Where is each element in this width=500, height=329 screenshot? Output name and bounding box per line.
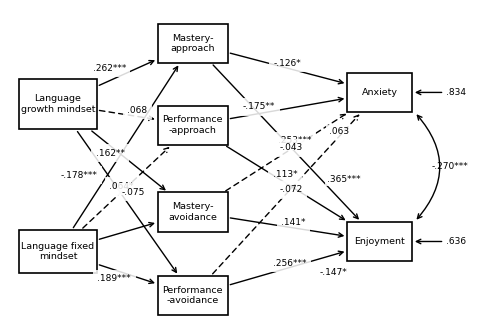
Text: Anxiety: Anxiety — [362, 88, 398, 97]
Text: -.147*: -.147* — [320, 268, 347, 277]
Text: .141*: .141* — [281, 218, 305, 227]
FancyBboxPatch shape — [158, 106, 228, 145]
Text: -.175**: -.175** — [243, 102, 276, 111]
Text: .162**: .162** — [96, 149, 124, 158]
FancyBboxPatch shape — [158, 192, 228, 232]
Text: Performance
-approach: Performance -approach — [162, 115, 223, 135]
Text: .068: .068 — [128, 106, 148, 115]
Text: .113*: .113* — [272, 170, 297, 179]
Text: .189***: .189*** — [98, 274, 131, 284]
Text: -.072: -.072 — [280, 185, 303, 194]
Text: .834: .834 — [446, 88, 466, 97]
Text: .262***: .262*** — [92, 64, 126, 73]
FancyBboxPatch shape — [158, 276, 228, 315]
FancyBboxPatch shape — [20, 79, 96, 129]
FancyBboxPatch shape — [347, 73, 412, 112]
Text: .365***: .365*** — [328, 175, 361, 184]
Text: Language
growth mindset: Language growth mindset — [21, 94, 96, 114]
Text: .256***: .256*** — [273, 259, 306, 268]
Text: -.178***: -.178*** — [61, 171, 98, 180]
FancyBboxPatch shape — [347, 222, 412, 261]
Text: Language fixed
mindset: Language fixed mindset — [22, 241, 95, 261]
Text: .253***: .253*** — [278, 136, 312, 145]
Text: Performance
-avoidance: Performance -avoidance — [162, 286, 223, 305]
FancyBboxPatch shape — [158, 24, 228, 63]
Text: Enjoyment: Enjoyment — [354, 237, 405, 246]
FancyBboxPatch shape — [20, 230, 96, 273]
Text: -.043: -.043 — [280, 143, 303, 152]
Text: -.126*: -.126* — [274, 59, 301, 68]
Text: Mastery-
avoidance: Mastery- avoidance — [168, 202, 217, 222]
Text: .636: .636 — [446, 237, 466, 246]
Text: .063: .063 — [329, 127, 349, 136]
Text: Mastery-
approach: Mastery- approach — [170, 34, 215, 53]
Text: .064*: .064* — [110, 182, 134, 191]
Text: -.270***: -.270*** — [431, 163, 468, 171]
Text: -.075: -.075 — [122, 188, 145, 196]
